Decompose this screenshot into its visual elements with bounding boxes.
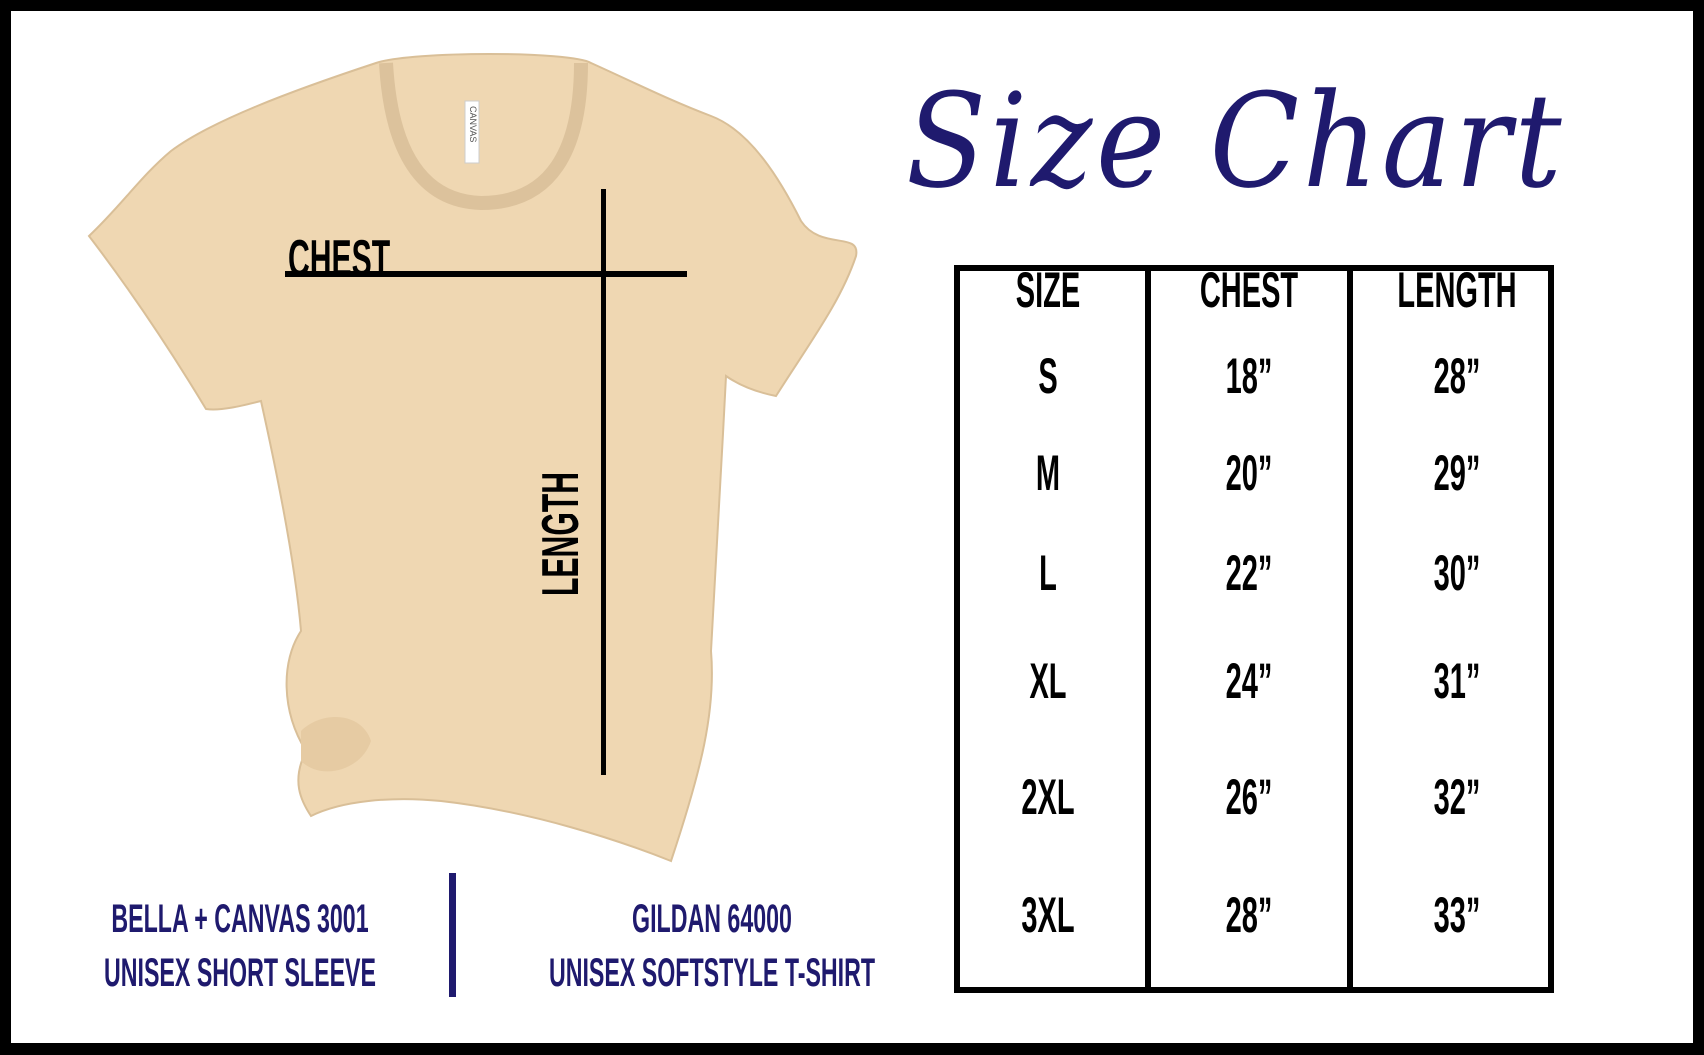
column-divider <box>1347 271 1353 987</box>
table-cell: XL <box>1029 653 1067 709</box>
table-cell: 18” <box>1225 348 1273 404</box>
tshirt-body <box>87 53 858 863</box>
length-measure-line <box>601 189 606 775</box>
table-cell: 29” <box>1433 445 1481 501</box>
table-cell: 24” <box>1225 653 1273 709</box>
table-cell: 28” <box>1225 887 1273 943</box>
tshirt-tag-text: CANVAS <box>468 106 478 143</box>
table-cell: 28” <box>1433 348 1481 404</box>
size-table <box>954 265 1554 993</box>
table-header-length: LENGTH <box>1397 262 1517 318</box>
table-cell: 30” <box>1433 545 1481 601</box>
page-title: Size Chart <box>906 65 1566 217</box>
table-cell: 31” <box>1433 653 1481 709</box>
table-cell: 2XL <box>1021 769 1075 825</box>
table-cell: 33” <box>1433 887 1481 943</box>
brand-gildan-line1: GILDAN 64000 <box>632 897 792 941</box>
table-header-size: SIZE <box>1015 262 1081 318</box>
table-header-chest: CHEST <box>1199 262 1299 318</box>
size-chart-card: CANVAS CHEST LENGTH Size Chart SIZE CHEST… <box>11 11 1693 1043</box>
column-divider <box>1145 271 1151 987</box>
table-cell: M <box>1035 445 1061 501</box>
brand-divider <box>449 873 456 997</box>
table-cell: L <box>1039 545 1057 601</box>
table-cell: S <box>1038 348 1058 404</box>
chest-label: CHEST <box>288 230 391 288</box>
chest-measure-line <box>285 271 687 277</box>
table-cell: 3XL <box>1021 887 1075 943</box>
table-cell: 20” <box>1225 445 1273 501</box>
table-cell: 32” <box>1433 769 1481 825</box>
table-cell: 26” <box>1225 769 1273 825</box>
table-cell: 22” <box>1225 545 1273 601</box>
tshirt-collar <box>379 62 588 211</box>
brand-bella-line1: BELLA + CANVAS 3001 <box>111 897 369 941</box>
brand-bella-line2: UNISEX SHORT SLEEVE <box>103 951 377 995</box>
brand-gildan-line2: UNISEX SOFTSTYLE T-SHIRT <box>548 951 876 995</box>
tshirt-illustration <box>87 53 858 863</box>
tshirt-knot <box>301 717 371 772</box>
tshirt-tag <box>464 100 480 164</box>
length-label: LENGTH <box>532 472 590 596</box>
